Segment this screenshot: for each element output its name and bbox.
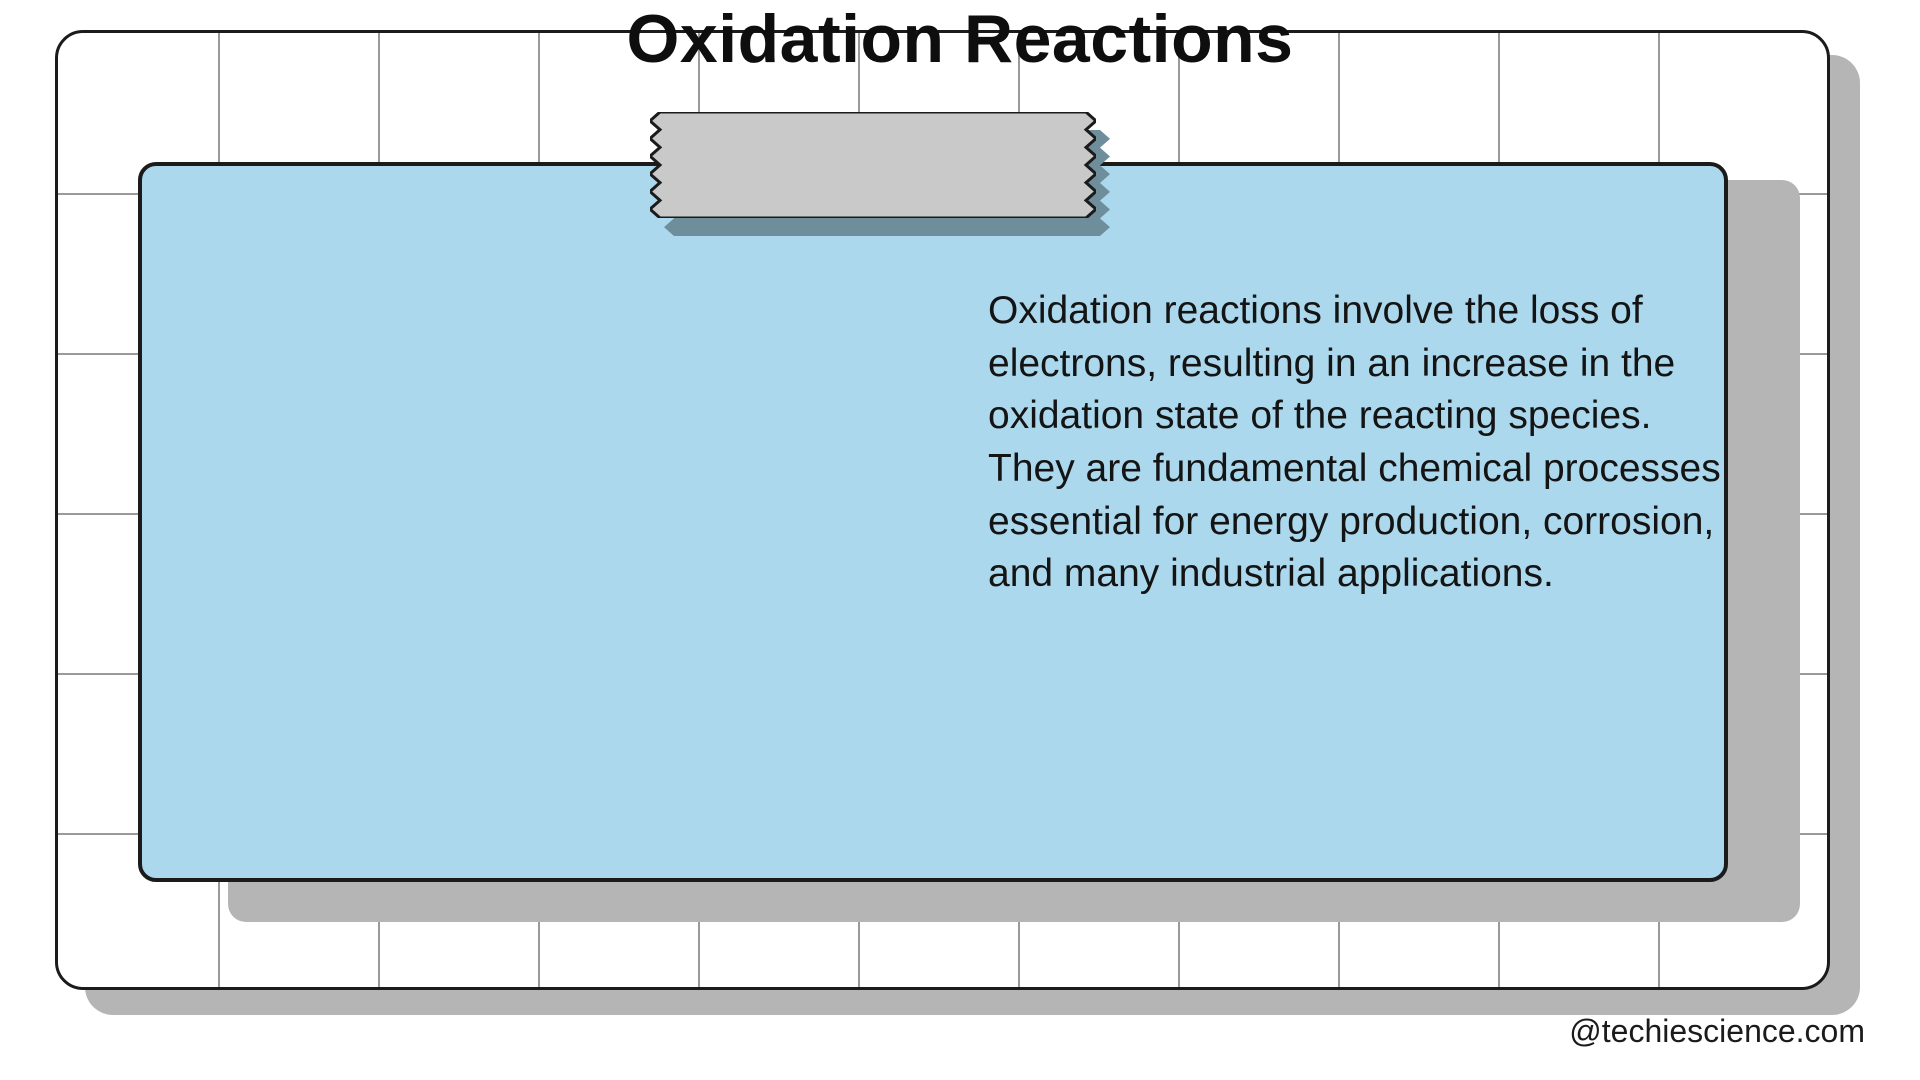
- attribution-text: @techiescience.com: [1569, 1013, 1865, 1050]
- card-body-text: Oxidation reactions involve the loss of …: [988, 285, 1740, 601]
- tape-decoration: [650, 112, 1110, 232]
- infographic-stage: Oxidation Reactions Oxidation reactions …: [0, 0, 1920, 1080]
- page-title: Oxidation Reactions: [0, 0, 1920, 78]
- tape-icon: [650, 112, 1096, 218]
